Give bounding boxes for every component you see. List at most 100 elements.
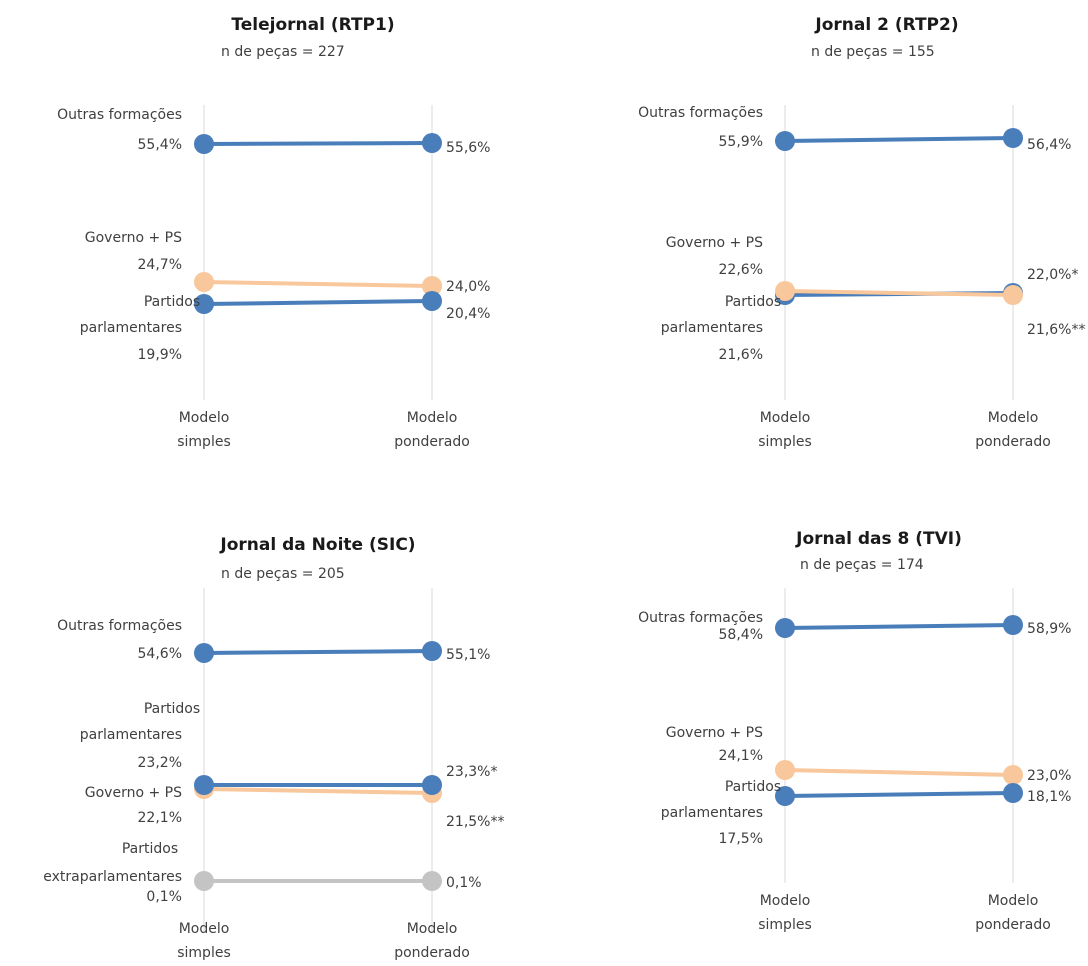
x-tick-label: Modelo (407, 410, 458, 426)
series-name-partidos-parlamentares-line2: parlamentares (661, 320, 763, 336)
chart-svg: Jornal das 8 (TVI) n de peças = 174 Mode… (638, 529, 1071, 933)
data-point-partidos-parlamentares-simples (194, 294, 214, 314)
data-point-outras-formacoes-ponderado (1003, 615, 1023, 635)
value-label-governo-ps-ponderado: 21,5%** (446, 814, 504, 830)
data-point-outras-formacoes-simples (775, 131, 795, 151)
x-tick-label: Modelo (179, 410, 230, 426)
value-label-partidos-parlamentares-simples: 23,2% (138, 755, 182, 771)
data-point-outras-formacoes-simples (194, 643, 214, 663)
value-label-partidos-parlamentares-ponderado: 22,0%* (1027, 267, 1078, 283)
x-tick-label: ponderado (975, 434, 1051, 450)
series-name-partidos-parlamentares-line2: parlamentares (80, 320, 182, 336)
series-line-outras-formacoes (203, 141, 433, 146)
x-tick-label: ponderado (394, 945, 470, 961)
x-tick-label: Modelo (179, 921, 230, 937)
data-point-governo-ps-simples (775, 281, 795, 301)
chart-title: Telejornal (RTP1) (231, 15, 394, 35)
data-point-partidos-parlamentares-ponderado (1003, 783, 1023, 803)
value-label-outras-formacoes-simples: 55,9% (719, 134, 763, 150)
series-line-partidos-parlamentares (784, 791, 1014, 798)
data-point-outras-formacoes-simples (775, 618, 795, 638)
value-label-governo-ps-ponderado: 24,0% (446, 279, 490, 295)
data-point-outras-formacoes-simples (194, 134, 214, 154)
chart-title: Jornal 2 (RTP2) (814, 15, 958, 35)
data-point-partidos-parlamentares-ponderado (422, 291, 442, 311)
chart-panel-jornal-das-8: Jornal das 8 (TVI) n de peças = 174 Mode… (544, 483, 1088, 966)
data-point-outras-formacoes-ponderado (422, 641, 442, 661)
series-line-outras-formacoes (784, 136, 1014, 143)
data-point-governo-ps-simples (194, 272, 214, 292)
data-point-governo-ps-ponderado (422, 276, 442, 296)
value-label-partidos-parlamentares-ponderado: 20,4% (446, 306, 490, 322)
series-line-outras-formacoes (203, 649, 433, 655)
value-label-outras-formacoes-simples: 54,6% (138, 646, 182, 662)
data-point-partidos-parlamentares-ponderado (422, 775, 442, 795)
value-label-partidos-parlamentares-simples: 21,6% (719, 347, 763, 363)
chart-svg: Telejornal (RTP1) n de peças = 227 Model… (57, 15, 490, 450)
value-label-governo-ps-simples: 22,6% (719, 262, 763, 278)
series-name-governo-ps: Governo + PS (85, 230, 182, 246)
series-line-partidos-parlamentares (203, 299, 433, 306)
x-tick-label: Modelo (760, 410, 811, 426)
chart-panel-jornal-da-noite: Jornal da Noite (SIC) n de peças = 205 M… (0, 483, 544, 966)
chart-panel-jornal-2: Jornal 2 (RTP2) n de peças = 155 Modelo s… (544, 0, 1088, 483)
data-point-partidos-parlamentares-simples (194, 775, 214, 795)
value-label-partidos-parlamentares-simples: 19,9% (138, 347, 182, 363)
series-line-governo-ps (203, 787, 433, 795)
value-label-partidos-parlamentares-simples: 17,5% (719, 831, 763, 847)
value-label-outras-formacoes-simples: 58,4% (719, 627, 763, 643)
x-tick-label: ponderado (394, 434, 470, 450)
chart-subtitle: n de peças = 227 (221, 44, 345, 60)
data-point-outras-formacoes-ponderado (422, 133, 442, 153)
value-label-governo-ps-ponderado: 21,6%** (1027, 322, 1085, 338)
value-label-governo-ps-simples: 22,1% (138, 810, 182, 826)
series-name-outras-formacoes: Outras formações (57, 618, 182, 634)
series-name-outras-formacoes: Outras formações (638, 610, 763, 626)
data-point-outras-formacoes-ponderado (1003, 128, 1023, 148)
chart-title: Jornal das 8 (TVI) (795, 529, 962, 549)
x-tick-label: simples (177, 434, 231, 450)
value-label-partidos-parlamentares-ponderado: 23,3%* (446, 764, 497, 780)
value-label-outras-formacoes-ponderado: 56,4% (1027, 137, 1071, 153)
x-tick-label: ponderado (975, 917, 1051, 933)
value-label-outras-formacoes-ponderado: 58,9% (1027, 621, 1071, 637)
series-name-governo-ps: Governo + PS (85, 785, 182, 801)
data-point-partidos-extraparlamentares-simples (194, 871, 214, 891)
chart-svg: Jornal da Noite (SIC) n de peças = 205 M… (43, 535, 504, 961)
x-tick-label: Modelo (407, 921, 458, 937)
value-label-partidos-parlamentares-ponderado: 18,1% (1027, 789, 1071, 805)
value-label-outras-formacoes-ponderado: 55,6% (446, 140, 490, 156)
x-tick-label: simples (177, 945, 231, 961)
x-tick-label: simples (758, 434, 812, 450)
x-tick-label: Modelo (988, 410, 1039, 426)
series-name-partidos-parlamentares: Partidos (725, 779, 781, 795)
series-name-partidos-parlamentares: Partidos (144, 294, 200, 310)
value-label-governo-ps-ponderado: 23,0% (1027, 768, 1071, 784)
chart-subtitle: n de peças = 155 (811, 44, 935, 60)
chart-panel-telejornal: Telejornal (RTP1) n de peças = 227 Model… (0, 0, 544, 483)
chart-title: Jornal da Noite (SIC) (219, 535, 415, 555)
series-line-governo-ps (784, 768, 1014, 777)
x-tick-label: Modelo (988, 893, 1039, 909)
series-line-governo-ps (203, 280, 433, 288)
series-line-governo-ps (784, 289, 1014, 297)
data-point-governo-ps-ponderado (1003, 765, 1023, 785)
chart-subtitle: n de peças = 174 (800, 557, 924, 573)
series-name-partidos-extraparlamentares-line2: extraparlamentares (43, 869, 182, 885)
series-name-partidos-parlamentares: Partidos (144, 701, 200, 717)
series-name-partidos-parlamentares: Partidos (725, 294, 781, 310)
series-name-partidos-extraparlamentares: Partidos (122, 841, 178, 857)
series-name-outras-formacoes: Outras formações (638, 105, 763, 121)
value-label-partidos-extraparlamentares-ponderado: 0,1% (446, 875, 482, 891)
series-name-governo-ps: Governo + PS (666, 725, 763, 741)
data-point-partidos-extraparlamentares-ponderado (422, 871, 442, 891)
x-tick-label: simples (758, 917, 812, 933)
series-name-partidos-parlamentares-line2: parlamentares (80, 727, 182, 743)
series-name-partidos-parlamentares-line2: parlamentares (661, 805, 763, 821)
series-line-outras-formacoes (784, 623, 1014, 630)
x-tick-label: Modelo (760, 893, 811, 909)
data-point-governo-ps-ponderado (1003, 285, 1023, 305)
data-point-governo-ps-simples (775, 760, 795, 780)
value-label-governo-ps-simples: 24,7% (138, 257, 182, 273)
series-name-governo-ps: Governo + PS (666, 235, 763, 251)
